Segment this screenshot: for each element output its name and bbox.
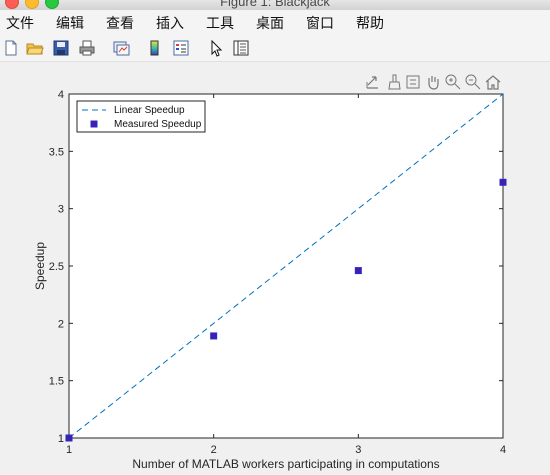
x-tick-label: 3 <box>355 444 361 456</box>
link-plot-icon <box>113 41 130 56</box>
menu-edit[interactable]: 编辑 <box>56 14 84 31</box>
open-file-icon <box>26 43 44 55</box>
legend-measured-sample <box>90 120 98 128</box>
axes-toolbar <box>364 73 504 93</box>
zoom-window-button[interactable] <box>45 0 59 9</box>
brush-icon <box>388 74 401 90</box>
legend[interactable]: Linear Speedup Measured Speedup <box>76 100 206 133</box>
menubar: 文件 编辑 查看 插入 工具 桌面 窗口 帮助 <box>0 10 550 35</box>
window-titlebar: Figure 1: Blackjack <box>0 0 550 10</box>
brush-button[interactable] <box>385 73 403 91</box>
y-tick-label: 2.5 <box>49 261 64 273</box>
export-button[interactable] <box>364 73 382 91</box>
minimize-window-button[interactable] <box>25 0 39 9</box>
zoom-out-icon <box>465 74 481 90</box>
legend-linear-label: Linear Speedup <box>114 105 185 116</box>
legend-measured-label: Measured Speedup <box>114 119 202 130</box>
home-icon <box>485 75 501 90</box>
menu-file[interactable]: 文件 <box>6 14 34 31</box>
property-inspector-button[interactable] <box>232 39 250 57</box>
zoom-in-icon <box>445 74 461 90</box>
link-plot-button[interactable] <box>112 39 130 57</box>
measured-speedup-point <box>499 178 507 186</box>
menu-help[interactable]: 帮助 <box>356 14 384 31</box>
measured-speedup-point <box>65 434 73 442</box>
x-tick-label: 1 <box>66 444 72 456</box>
print-button[interactable] <box>78 39 96 57</box>
measured-speedup-point <box>354 267 362 275</box>
x-tick-label: 2 <box>211 444 217 456</box>
pan-icon <box>428 76 439 90</box>
export-icon <box>366 76 378 89</box>
edit-plot-button[interactable] <box>206 39 224 57</box>
legend-box <box>76 100 206 133</box>
print-icon <box>79 40 95 56</box>
y-tick-label: 1 <box>58 433 64 445</box>
window-title: Figure 1: Blackjack <box>220 0 330 9</box>
figure-toolbar <box>0 35 550 62</box>
x-axis-label: Number of MATLAB workers participating i… <box>132 457 439 471</box>
insert-legend-icon <box>173 40 189 56</box>
linear-speedup-line <box>68 93 504 439</box>
save-icon <box>53 40 69 56</box>
insert-colorbar-icon <box>150 40 159 56</box>
home-button[interactable] <box>484 73 502 91</box>
y-tick-label: 2 <box>58 318 64 330</box>
pan-button[interactable] <box>424 73 442 91</box>
y-tick-label: 4 <box>58 89 64 101</box>
insert-colorbar-button[interactable] <box>146 39 164 57</box>
menu-desktop[interactable]: 桌面 <box>256 14 284 31</box>
data-tips-button[interactable] <box>404 73 422 91</box>
open-file-button[interactable] <box>26 39 44 57</box>
menu-insert[interactable]: 插入 <box>156 14 184 31</box>
y-tick-label: 3 <box>58 204 64 216</box>
y-axis-label: Speedup <box>33 242 47 290</box>
y-tick-label: 3.5 <box>49 146 64 158</box>
y-tick-label: 1.5 <box>49 376 64 388</box>
insert-legend-button[interactable] <box>172 39 190 57</box>
zoom-in-button[interactable] <box>444 73 462 91</box>
x-tick-label: 4 <box>500 444 506 456</box>
menu-tools[interactable]: 工具 <box>206 14 234 31</box>
measured-speedup-point <box>210 332 218 340</box>
menu-window[interactable]: 窗口 <box>306 14 334 31</box>
close-window-button[interactable] <box>5 0 19 9</box>
new-figure-icon <box>5 40 17 56</box>
property-inspector-icon <box>233 40 249 56</box>
menu-view[interactable]: 查看 <box>106 14 134 31</box>
zoom-out-button[interactable] <box>464 73 482 91</box>
edit-plot-icon <box>211 39 223 57</box>
data-tips-icon <box>406 75 420 89</box>
new-figure-button[interactable] <box>2 39 20 57</box>
save-button[interactable] <box>52 39 70 57</box>
